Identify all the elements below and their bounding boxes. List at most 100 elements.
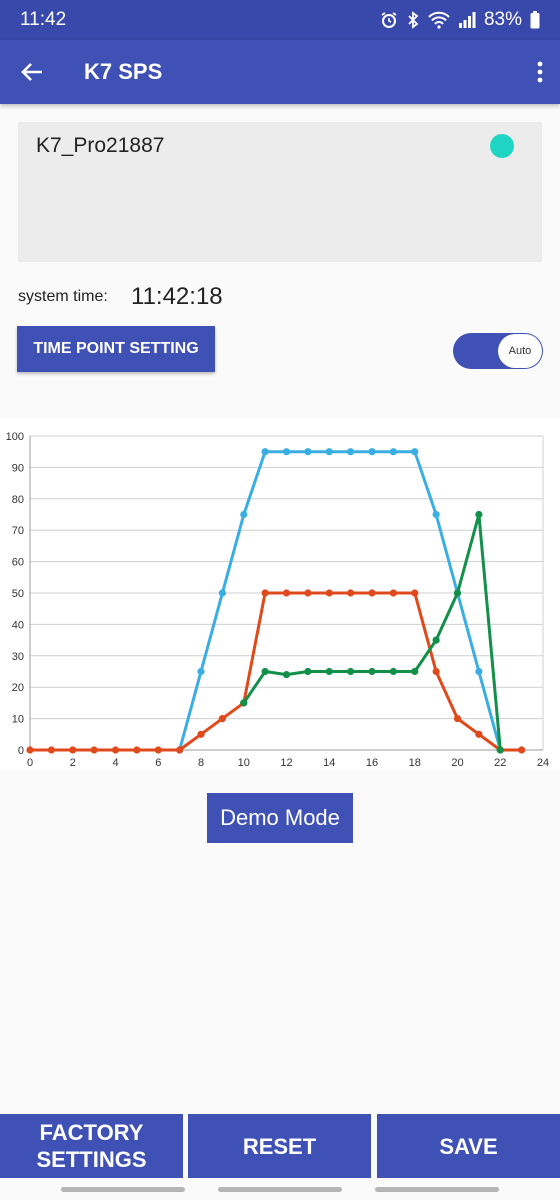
page-title: K7 SPS [84,59,163,84]
series-point-2 [133,746,141,754]
y-tick-label: 20 [12,682,24,694]
series-point-1 [240,510,248,519]
battery-percent: 83% [483,9,522,30]
system-time-value: 11:42:18 [131,283,223,310]
series-point-1 [411,448,419,456]
series-point-3 [261,667,269,676]
series-point-2 [111,746,120,754]
series-point-2 [69,746,77,754]
nav-pill-right [375,1187,499,1192]
x-tick-label: 12 [280,757,292,769]
series-point-3 [453,589,462,597]
series-point-3 [282,671,291,679]
factory-settings-line1: FACTORY [39,1120,144,1145]
device-card[interactable]: K7_Pro21887 [18,122,542,262]
series-point-3 [411,667,419,676]
x-tick-label: 16 [366,757,378,769]
series-point-2 [197,730,205,738]
series-point-3 [432,636,440,644]
series-point-2 [282,589,291,597]
auto-toggle-label: Auto [508,345,532,357]
x-tick-label: 8 [198,757,204,769]
series-point-2 [432,667,440,676]
more-vertical-icon [537,61,543,83]
series-point-3 [389,667,397,676]
wifi-icon [428,11,450,29]
arrow-left-icon [21,63,42,81]
status-icons: 83% [380,9,540,31]
series-point-2 [176,746,184,754]
y-tick-label: 60 [12,557,24,569]
bluetooth-icon [408,11,419,29]
y-tick-label: 50 [12,588,24,600]
x-tick-label: 2 [70,757,76,769]
save-button[interactable]: SAVE [377,1114,560,1178]
back-button[interactable] [0,40,64,104]
x-tick-label: 20 [451,757,463,769]
series-point-2 [389,589,397,597]
series-point-1 [389,448,397,456]
factory-settings-label: FACTORY SETTINGS [36,1119,146,1173]
y-tick-label: 70 [12,525,24,537]
series-point-2 [218,715,226,723]
series-point-1 [218,589,226,597]
series-point-1 [325,448,333,456]
series-point-3 [496,746,504,754]
y-tick-label: 30 [12,651,24,663]
y-tick-label: 40 [12,619,24,631]
series-point-2 [26,746,34,754]
series-point-1 [347,448,355,456]
x-tick-label: 22 [494,757,506,769]
series-point-1 [368,448,376,456]
series-point-3 [325,667,333,676]
alarm-icon [381,12,397,28]
overflow-menu-button[interactable] [534,58,546,86]
device-name: K7_Pro21887 [36,134,165,157]
y-tick-label: 90 [12,462,24,474]
battery-icon [530,11,540,29]
series-point-1 [304,448,312,456]
auto-toggle-knob: Auto [498,334,542,368]
app-bar: K7 SPS [0,40,560,104]
y-tick-label: 80 [12,494,24,506]
schedule-chart: 0 10 20 30 40 50 60 70 80 90 100 0 2 4 6 8 10 12 14 16 18 20 2… [0,418,560,770]
signal-icon [458,12,476,28]
factory-settings-line2: SETTINGS [36,1147,147,1172]
series-point-3 [304,667,312,676]
system-time-label: system time: [18,288,108,305]
series-point-2 [411,589,419,597]
status-time: 11:42 [20,9,67,30]
series-point-2 [261,589,269,597]
series-line-1 [178,450,502,751]
series-point-1 [261,448,269,456]
connection-status-dot [490,134,514,158]
series-point-2 [453,715,462,723]
reset-button[interactable]: RESET [188,1114,371,1178]
series-point-2 [90,746,98,754]
series-point-1 [282,448,291,456]
auto-toggle[interactable]: Auto [453,333,543,369]
series-point-2 [347,589,355,597]
x-tick-label: 24 [537,757,549,769]
y-tick-label: 100 [6,431,24,443]
series-point-2 [47,746,55,754]
x-tick-label: 0 [27,757,33,769]
series-point-2 [368,589,376,597]
series-point-2 [154,746,162,754]
nav-pill-left [61,1187,185,1192]
series-point-3 [240,699,248,707]
time-point-setting-button[interactable]: TIME POINT SETTING [17,326,215,372]
x-tick-label: 18 [409,757,421,769]
status-bar: 11:42 83% [0,0,560,40]
y-tick-label: 10 [12,714,24,726]
series-point-3 [347,667,355,676]
demo-mode-button[interactable]: Demo Mode [207,793,353,843]
series-point-2 [325,589,333,597]
factory-settings-button[interactable]: FACTORY SETTINGS [0,1114,183,1178]
series-point-3 [475,510,483,519]
series-point-2 [304,589,312,597]
series-point-1 [197,667,205,676]
series-point-2 [475,730,483,738]
y-tick-label: 0 [18,745,24,757]
